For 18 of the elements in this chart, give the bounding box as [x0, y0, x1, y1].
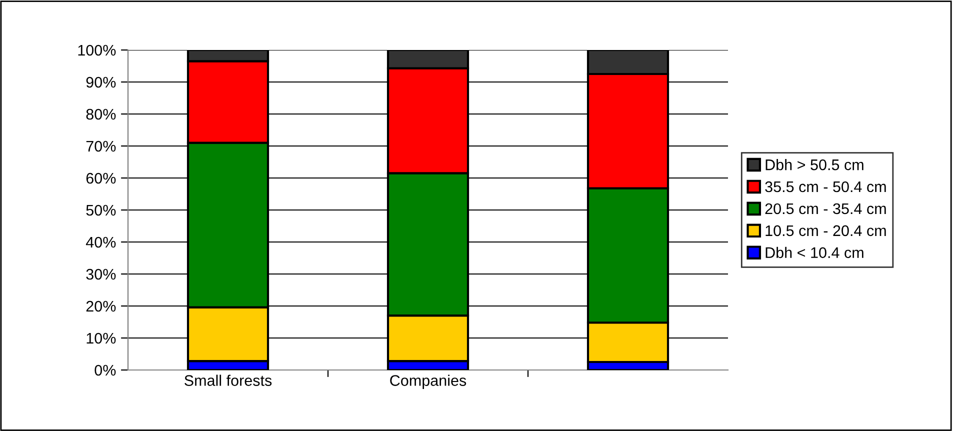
legend-label: 20.5 cm - 35.4 cm — [765, 203, 886, 214]
y-tick-label: 0% — [94, 364, 116, 376]
y-tick-label: 10% — [86, 332, 116, 344]
y-tick-label: 50% — [86, 204, 116, 216]
y-tick-label: 80% — [86, 108, 116, 120]
legend-label: Dbh > 50.5 cm — [766, 158, 864, 170]
y-tick-label: 60% — [86, 172, 116, 184]
legend-label: Dbh < 10.4 cm — [766, 246, 864, 258]
y-tick-label: 100% — [78, 44, 116, 56]
x-tick-label: Small forests — [184, 374, 272, 386]
y-tick-label: 70% — [86, 140, 116, 152]
legend-label: 10.5 cm - 20.4 cm — [766, 225, 886, 236]
x-tick-label: Companies — [390, 374, 466, 389]
y-tick-label: 90% — [86, 76, 116, 88]
y-tick-label: 40% — [86, 236, 116, 248]
legend-label: 35.5 cm - 50.4 cm — [765, 181, 886, 192]
y-tick-label: 20% — [86, 300, 116, 312]
y-tick-label: 30% — [86, 268, 116, 280]
